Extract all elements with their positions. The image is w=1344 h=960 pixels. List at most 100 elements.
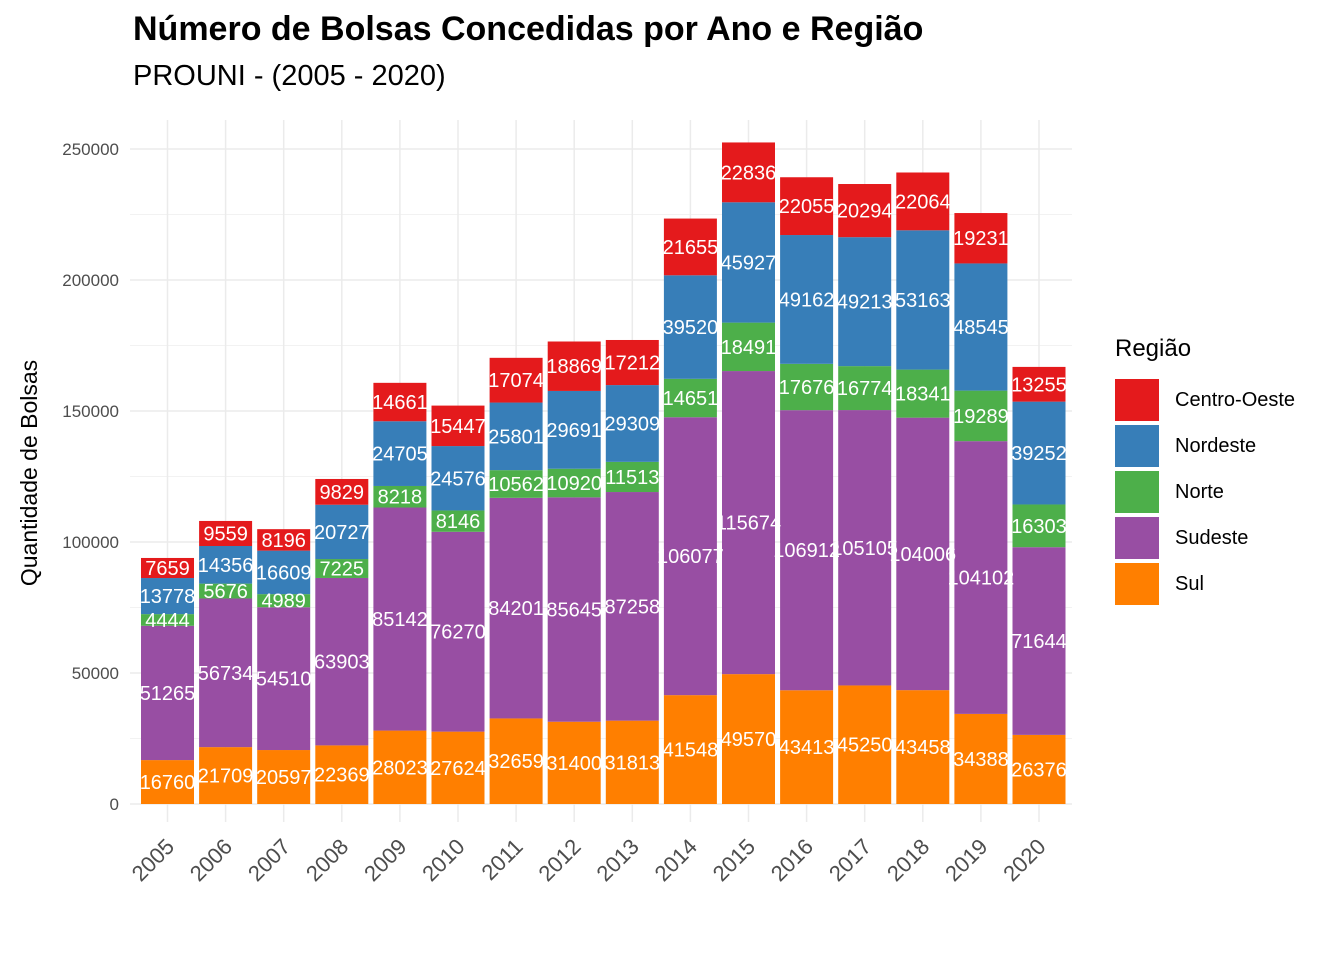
bar-segment-sudeste-2012 bbox=[547, 497, 601, 722]
bar-segment-sul-2013 bbox=[605, 720, 659, 804]
data-label-norte-2012: 10920 bbox=[546, 473, 602, 495]
bar-segment-centro-oeste-2006 bbox=[199, 520, 253, 546]
bar-segment-sul-2018 bbox=[896, 690, 950, 804]
bar-segment-sul-2020 bbox=[1012, 734, 1066, 804]
data-label-norte-2017: 16774 bbox=[837, 378, 893, 400]
bar-segment-sul-2011 bbox=[489, 718, 543, 804]
x-tick-label: 2007 bbox=[243, 834, 295, 886]
data-label-nordeste-2017: 49213 bbox=[837, 292, 893, 314]
data-label-sudeste-2016: 106912 bbox=[773, 540, 840, 562]
bar-segment-sudeste-2013 bbox=[605, 492, 659, 721]
bar-segment-norte-2016 bbox=[780, 363, 834, 411]
y-tick-label: 250000 bbox=[62, 140, 119, 159]
legend-key bbox=[1115, 425, 1159, 467]
bar-segment-sudeste-2019 bbox=[954, 441, 1008, 714]
data-label-sul-2008: 22369 bbox=[314, 765, 370, 787]
data-label-sul-2005: 16760 bbox=[140, 772, 196, 794]
bar-segment-centro-oeste-2015 bbox=[722, 142, 775, 203]
data-label-centro-oeste-2010: 15447 bbox=[430, 416, 486, 438]
data-label-norte-2011: 10562 bbox=[488, 474, 544, 496]
data-label-sudeste-2009: 85142 bbox=[372, 609, 428, 631]
data-label-sul-2013: 31813 bbox=[604, 752, 660, 774]
bar-segment-centro-oeste-2005 bbox=[141, 557, 194, 579]
x-tick-label: 2016 bbox=[766, 834, 818, 886]
data-label-sul-2015: 49570 bbox=[721, 729, 777, 751]
legend-label: Sul bbox=[1175, 572, 1204, 595]
bar-segment-norte-2019 bbox=[954, 390, 1008, 442]
data-label-centro-oeste-2016: 22055 bbox=[779, 196, 835, 218]
legend-item-norte: Norte bbox=[1115, 469, 1295, 515]
bar-segment-norte-2005 bbox=[141, 614, 194, 626]
data-label-sudeste-2012: 85645 bbox=[546, 600, 602, 622]
y-tick-label: 50000 bbox=[72, 664, 119, 683]
legend-key bbox=[1115, 471, 1159, 513]
bar-segment-centro-oeste-2019 bbox=[954, 213, 1008, 264]
bar-segment-sudeste-2016 bbox=[780, 410, 834, 691]
data-label-norte-2016: 17676 bbox=[779, 377, 835, 399]
data-label-nordeste-2009: 24705 bbox=[372, 444, 428, 466]
data-label-nordeste-2012: 29691 bbox=[546, 420, 602, 442]
data-label-centro-oeste-2006: 9559 bbox=[203, 523, 248, 545]
data-label-sul-2020: 26376 bbox=[1011, 759, 1067, 781]
data-label-centro-oeste-2018: 22064 bbox=[895, 191, 951, 213]
y-tick-label: 150000 bbox=[62, 402, 119, 421]
data-label-centro-oeste-2012: 18869 bbox=[546, 356, 602, 378]
bar-segment-centro-oeste-2008 bbox=[315, 478, 369, 505]
bar-segment-sul-2005 bbox=[141, 760, 194, 804]
bar-segment-sul-2015 bbox=[722, 674, 775, 804]
data-label-centro-oeste-2008: 9829 bbox=[320, 482, 365, 504]
data-label-sul-2018: 43458 bbox=[895, 737, 951, 759]
bar-segment-nordeste-2010 bbox=[431, 446, 485, 511]
bar-segment-norte-2007 bbox=[257, 594, 311, 608]
bar-segment-sul-2010 bbox=[431, 731, 485, 804]
data-label-norte-2015: 18491 bbox=[721, 337, 777, 359]
bar-segment-centro-oeste-2007 bbox=[257, 529, 311, 551]
bar-segment-nordeste-2008 bbox=[315, 504, 369, 560]
data-label-sudeste-2020: 71644 bbox=[1011, 631, 1067, 653]
data-label-centro-oeste-2005: 7659 bbox=[145, 558, 190, 580]
data-label-sudeste-2011: 84201 bbox=[488, 598, 544, 620]
bar-segment-sudeste-2010 bbox=[431, 531, 485, 732]
data-label-sudeste-2019: 104102 bbox=[948, 568, 1015, 590]
data-label-sudeste-2017: 105105 bbox=[831, 538, 898, 560]
x-tick-label: 2015 bbox=[708, 834, 760, 886]
bar-segment-nordeste-2016 bbox=[780, 235, 834, 364]
data-label-sul-2016: 43413 bbox=[779, 737, 835, 759]
data-label-sul-2007: 20597 bbox=[256, 767, 312, 789]
bar-segment-sudeste-2007 bbox=[257, 607, 311, 751]
legend-key bbox=[1115, 517, 1159, 559]
x-tick-label: 2012 bbox=[533, 834, 585, 886]
bar-segment-norte-2015 bbox=[722, 322, 775, 372]
bar-segment-sudeste-2015 bbox=[722, 371, 775, 675]
bar-segment-nordeste-2020 bbox=[1012, 401, 1066, 505]
bar-segment-nordeste-2014 bbox=[663, 275, 717, 379]
data-label-norte-2008: 7225 bbox=[320, 559, 365, 581]
data-label-sudeste-2008: 63903 bbox=[314, 652, 370, 674]
data-label-norte-2006: 5676 bbox=[203, 581, 248, 603]
data-label-centro-oeste-2009: 14661 bbox=[372, 392, 428, 414]
bar-segment-sudeste-2009 bbox=[373, 507, 427, 731]
legend-label: Sudeste bbox=[1175, 526, 1249, 549]
bar-segment-centro-oeste-2016 bbox=[780, 177, 834, 236]
y-tick-label: 100000 bbox=[62, 533, 119, 552]
bar-segment-sudeste-2018 bbox=[896, 417, 950, 691]
data-label-norte-2009: 8218 bbox=[378, 487, 423, 509]
bar-segment-norte-2010 bbox=[431, 510, 485, 532]
bar-segment-sul-2009 bbox=[373, 730, 427, 804]
x-tick-label: 2009 bbox=[359, 834, 411, 886]
data-label-norte-2014: 14651 bbox=[663, 388, 719, 410]
data-label-sudeste-2013: 87258 bbox=[604, 596, 660, 618]
data-label-sudeste-2007: 54510 bbox=[256, 669, 312, 691]
data-label-norte-2019: 19289 bbox=[953, 406, 1009, 428]
data-label-nordeste-2013: 29309 bbox=[604, 413, 660, 435]
bar-segment-centro-oeste-2014 bbox=[663, 218, 717, 276]
bar-segment-nordeste-2013 bbox=[605, 385, 659, 462]
x-tick-label: 2011 bbox=[477, 834, 528, 885]
x-tick-label: 2008 bbox=[301, 834, 353, 886]
bar-segment-centro-oeste-2009 bbox=[373, 382, 427, 422]
legend-items: Centro-Oeste Nordeste Norte Sudeste Sul bbox=[1115, 377, 1295, 607]
bar-segment-nordeste-2018 bbox=[896, 230, 950, 370]
bar-segment-norte-2018 bbox=[896, 369, 950, 418]
x-tick-label: 2019 bbox=[940, 834, 992, 886]
data-label-sul-2012: 31400 bbox=[546, 753, 602, 775]
